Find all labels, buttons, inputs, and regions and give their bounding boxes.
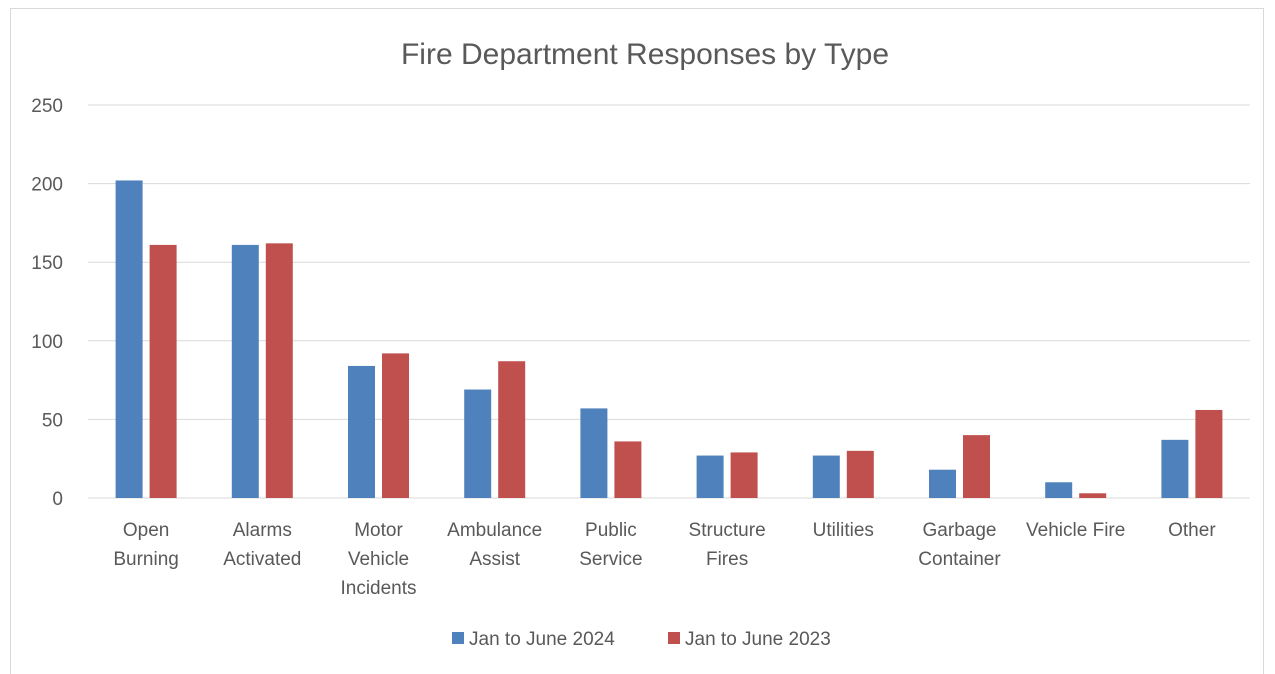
x-tick-label: Other (1168, 520, 1216, 541)
gridlines (88, 104, 1250, 499)
bar (730, 452, 758, 498)
bar (812, 455, 840, 498)
x-tick-label: Utilities (813, 520, 874, 541)
legend: Jan to June 2024 Jan to June 2023 (452, 629, 831, 650)
legend-label: Jan to June 2024 (469, 629, 615, 650)
x-tick-label: Garbage Container (918, 520, 1001, 570)
legend-swatch (452, 632, 464, 644)
x-tick-label: Structure Fires (689, 520, 766, 570)
bar (348, 365, 375, 498)
x-tick-label: Public Service (579, 520, 642, 570)
bar (464, 389, 492, 498)
y-tick-label: 50 (42, 410, 63, 431)
x-tick-label: Vehicle Fire (1026, 520, 1125, 541)
bar (963, 435, 990, 498)
bar (614, 441, 642, 498)
x-tick-label: Alarms Activated (223, 520, 301, 570)
legend-swatch (668, 632, 680, 644)
bar (1195, 409, 1223, 498)
bar (1161, 439, 1189, 498)
bar (382, 353, 409, 498)
y-tick-label: 0 (52, 489, 63, 510)
y-axis-ticks: 0 50 100 150 200 250 (31, 96, 63, 510)
bar (115, 180, 143, 498)
x-axis-ticks: Open Burning Alarms Activated Motor Vehicle In… (113, 520, 1216, 599)
bar (580, 408, 608, 498)
bar (929, 469, 956, 498)
bar (149, 244, 177, 498)
legend-label: Jan to June 2023 (685, 629, 831, 650)
chart-title: Fire Department Responses by Type (401, 38, 889, 71)
bar (231, 244, 259, 498)
y-tick-label: 200 (31, 175, 63, 196)
y-tick-label: 250 (31, 96, 63, 117)
bar (1045, 482, 1073, 498)
x-tick-label: Motor Vehicle Incidents (340, 520, 416, 599)
y-tick-label: 100 (31, 332, 63, 353)
x-tick-label: Open Burning (113, 520, 179, 570)
bars (115, 180, 1223, 498)
x-tick-label: Ambulance Assist (447, 520, 542, 570)
bar (846, 450, 874, 498)
bar (265, 243, 293, 498)
bar (498, 361, 526, 498)
bar (1079, 493, 1107, 498)
bar (696, 455, 724, 498)
y-tick-label: 150 (31, 253, 63, 274)
